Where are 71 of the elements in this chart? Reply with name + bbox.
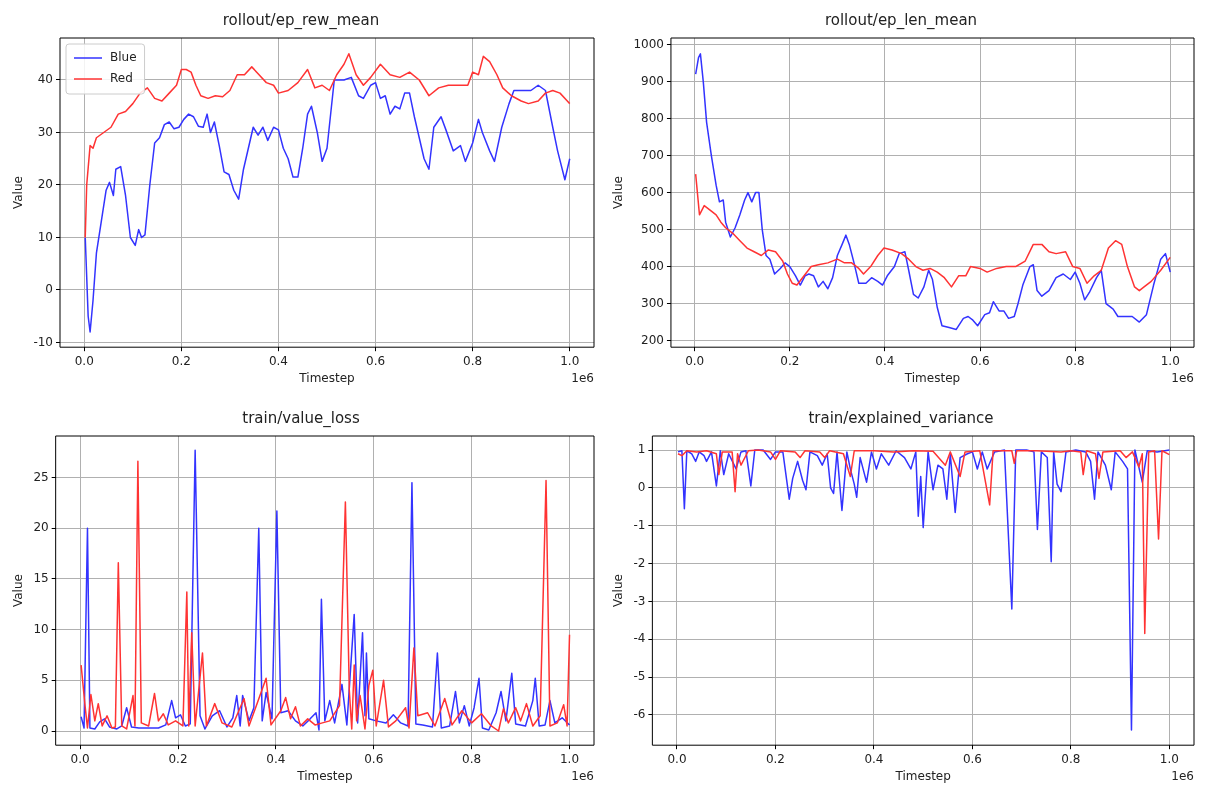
y-tick-label: 40 bbox=[37, 72, 53, 87]
y-axis-title: Value bbox=[11, 176, 26, 210]
legend-label: Blue bbox=[110, 50, 137, 65]
y-tick-label: 600 bbox=[641, 184, 664, 199]
x-axis-title: Timestep bbox=[894, 768, 951, 783]
y-tick-label: 10 bbox=[33, 621, 49, 636]
x-tick-label: 0.6 bbox=[366, 353, 386, 368]
y-tick-label: 300 bbox=[641, 295, 664, 310]
x-tick-label: 0.0 bbox=[70, 751, 90, 766]
chart-title: rollout/ep_len_mean bbox=[824, 10, 978, 30]
x-tick-label: 0.6 bbox=[364, 751, 384, 766]
y-tick-label: 15 bbox=[33, 571, 49, 586]
y-tick-label: 1000 bbox=[633, 36, 664, 51]
x-tick-label: 0.8 bbox=[1061, 751, 1081, 766]
y-tick-label: -4 bbox=[633, 631, 646, 646]
x-tick-label: 0.8 bbox=[1065, 353, 1085, 368]
y-tick-label: 800 bbox=[641, 110, 664, 125]
y-tick-label: 0 bbox=[637, 479, 646, 494]
x-tick-label: 0.4 bbox=[875, 353, 895, 368]
y-tick-label: 1 bbox=[637, 442, 646, 457]
x-axis-title: Timestep bbox=[298, 370, 355, 385]
x-tick-label: 1.0 bbox=[1159, 751, 1179, 766]
chart-title: train/explained_variance bbox=[808, 408, 994, 428]
y-tick-label: -1 bbox=[633, 517, 646, 532]
x-tick-label: 0.4 bbox=[266, 751, 286, 766]
x-tick-label: 1.0 bbox=[1160, 353, 1180, 368]
text: 1e6 bbox=[1171, 769, 1194, 784]
y-tick-label: 200 bbox=[641, 332, 664, 347]
y-tick-label: 0 bbox=[41, 723, 49, 738]
x-tick-label: 0.0 bbox=[74, 353, 94, 368]
x-tick-label: 0.6 bbox=[962, 751, 982, 766]
y-tick-label: 500 bbox=[641, 221, 664, 236]
y-axis-title: Value bbox=[611, 574, 626, 608]
y-tick-label: -3 bbox=[633, 593, 646, 608]
y-tick-label: 30 bbox=[37, 124, 53, 139]
x-tick-label: 0.4 bbox=[268, 353, 288, 368]
y-axis-title: Value bbox=[611, 176, 626, 210]
x-tick-label: 0.2 bbox=[780, 353, 800, 368]
y-tick-label: 20 bbox=[33, 520, 49, 535]
y-tick-label: 10 bbox=[37, 229, 53, 244]
x-axis-title: Timestep bbox=[296, 768, 353, 783]
x-tick-label: 0.0 bbox=[667, 751, 687, 766]
text: 1e6 bbox=[571, 769, 594, 784]
x-tick-label: 0.4 bbox=[864, 751, 884, 766]
y-tick-label: -5 bbox=[633, 669, 646, 684]
chart-title: train/value_loss bbox=[242, 408, 360, 428]
y-tick-label: 700 bbox=[641, 147, 664, 162]
y-tick-label: 900 bbox=[641, 73, 664, 88]
x-tick-label: 1.0 bbox=[560, 353, 580, 368]
x-tick-label: 0.2 bbox=[765, 751, 786, 766]
text: 1e6 bbox=[1171, 371, 1194, 386]
x-tick-label: 0.2 bbox=[171, 353, 191, 368]
x-tick-label: 0.6 bbox=[970, 353, 990, 368]
y-tick-label: 0 bbox=[45, 282, 53, 297]
chart-title: rollout/ep_rew_mean bbox=[222, 10, 380, 30]
legend-label: Red bbox=[110, 71, 133, 86]
y-tick-label: -6 bbox=[633, 707, 646, 722]
x-axis-title: Timestep bbox=[903, 370, 961, 385]
x-tick-label: 0.0 bbox=[685, 353, 705, 368]
x-tick-label: 1.0 bbox=[559, 751, 580, 766]
text: 1e6 bbox=[571, 371, 594, 386]
y-tick-label: 400 bbox=[641, 258, 664, 273]
x-tick-label: 0.8 bbox=[462, 751, 482, 766]
y-tick-label: 25 bbox=[33, 469, 49, 484]
y-tick-label: 5 bbox=[41, 672, 49, 687]
y-tick-label: -10 bbox=[33, 334, 53, 349]
y-axis-title: Value bbox=[11, 574, 26, 608]
x-tick-label: 0.2 bbox=[168, 751, 188, 766]
y-tick-label: -2 bbox=[633, 555, 646, 570]
x-tick-label: 0.8 bbox=[463, 353, 483, 368]
y-tick-label: 20 bbox=[37, 177, 53, 192]
